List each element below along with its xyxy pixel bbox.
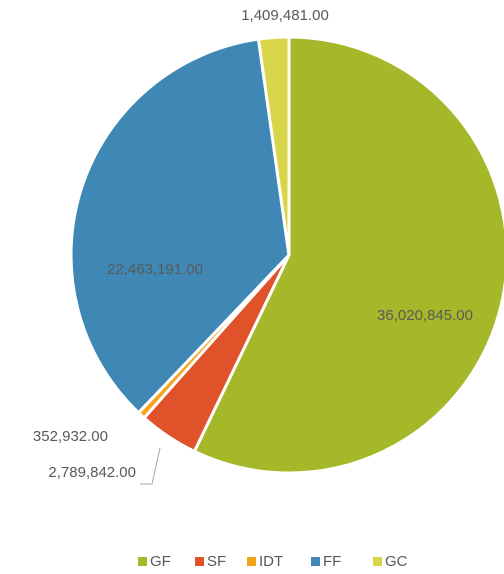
- pie-slice: [69, 37, 291, 415]
- legend-label: FF: [323, 553, 341, 570]
- data-label: 22,463,191.00: [107, 261, 203, 278]
- legend-label: GC: [385, 553, 408, 570]
- data-label: 1,409,481.00: [241, 7, 329, 24]
- legend-label: SF: [207, 553, 226, 570]
- data-label: 352,932.00: [33, 428, 108, 445]
- data-label: 2,789,842.00: [48, 464, 136, 481]
- legend-swatch: [195, 557, 204, 566]
- leader-line: [140, 447, 161, 485]
- pie-slice: [256, 35, 291, 256]
- legend-swatch: [138, 557, 147, 566]
- pie-slice: [192, 35, 504, 475]
- legend-swatch: [373, 557, 382, 566]
- legend-swatch: [247, 557, 256, 566]
- legend-label: GF: [150, 553, 171, 570]
- data-label: 36,020,845.00: [377, 307, 473, 324]
- legend-swatch: [311, 557, 320, 566]
- legend-label: IDT: [259, 553, 283, 570]
